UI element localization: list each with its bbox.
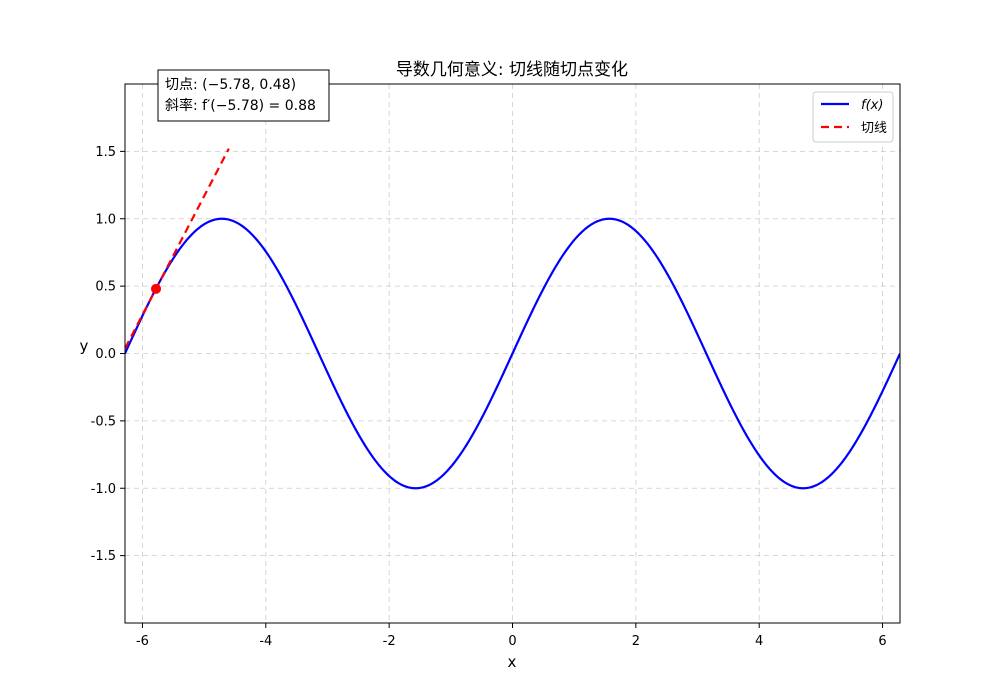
y-axis-label: y bbox=[80, 337, 89, 355]
y-tick-label: 1.0 bbox=[95, 212, 116, 227]
y-tick-label: 1.5 bbox=[95, 145, 116, 160]
x-tick-label: 6 bbox=[878, 634, 886, 649]
y-tick-label: -1.5 bbox=[91, 549, 116, 564]
y-tick-label: 0.0 bbox=[95, 347, 116, 362]
y-tick-label: 0.5 bbox=[95, 280, 116, 295]
series-line-tangent bbox=[125, 148, 230, 349]
y-axis-ticks: -1.5 -1.0 -0.5 0.0 0.5 1.0 1.5 bbox=[91, 145, 125, 564]
x-tick-label: -4 bbox=[259, 634, 272, 649]
x-tick-label: -6 bbox=[136, 634, 149, 649]
legend: f(x) 切线 bbox=[812, 91, 894, 143]
x-axis-label: x bbox=[508, 653, 517, 671]
annotation-box: 切点: (−5.78, 0.48) 斜率: f′(−5.78) = 0.88 bbox=[157, 69, 330, 122]
annotation-frame bbox=[157, 69, 330, 122]
x-tick-label: 0 bbox=[508, 634, 516, 649]
y-tick-label: -0.5 bbox=[91, 414, 116, 429]
annotation-line-1: 切点: (−5.78, 0.48) bbox=[165, 77, 296, 93]
legend-label-tangent: 切线 bbox=[861, 121, 887, 136]
x-tick-label: 2 bbox=[632, 634, 640, 649]
legend-label-fx: f(x) bbox=[861, 98, 883, 113]
series-line-fx bbox=[125, 217, 900, 490]
y-tick-label: -1.0 bbox=[91, 482, 116, 497]
x-tick-label: -2 bbox=[383, 634, 396, 649]
annotation-line-2: 斜率: f′(−5.78) = 0.88 bbox=[165, 97, 316, 114]
x-tick-label: 4 bbox=[755, 634, 763, 649]
x-axis-ticks: -6 -4 -2 0 2 4 6 bbox=[136, 623, 887, 649]
chart-title: 导数几何意义: 切线随切点变化 bbox=[396, 60, 628, 80]
plot-area bbox=[125, 148, 900, 490]
plot-frame bbox=[124, 83, 901, 624]
tangent-point-marker bbox=[151, 283, 162, 294]
